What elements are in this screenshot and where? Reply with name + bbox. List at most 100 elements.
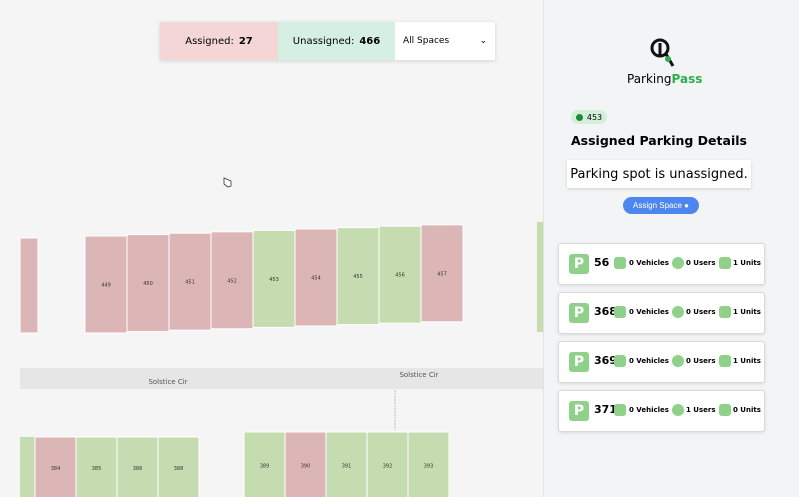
car-icon: [614, 257, 626, 269]
partial-spot: [20, 437, 35, 497]
assign-button[interactable]: Assign Space ●: [623, 197, 699, 214]
spot-label: 455: [353, 274, 363, 280]
parking-spot[interactable]: 384: [34, 436, 77, 497]
unassigned: Unassigned: 466: [278, 22, 395, 60]
building-icon: [719, 355, 731, 367]
spot-area: [116, 436, 159, 497]
street: [20, 368, 543, 389]
units: 0 Units: [733, 406, 761, 414]
user-icon: [672, 306, 684, 318]
spot-area: [243, 431, 286, 497]
spot-label: 393: [424, 464, 434, 470]
building-icon: [719, 306, 731, 318]
spot-area: [75, 436, 118, 497]
partial-spot: [19, 237, 39, 334]
logo-text: Parking: [627, 72, 672, 86]
spot-label: 390: [301, 464, 311, 470]
status-bar: Assigned: 27 Unassigned: 466 All Spaces ⌄: [160, 22, 495, 60]
spot-number: 368: [594, 305, 617, 318]
street-label: Solstice Cir: [148, 378, 187, 386]
spot-area: [284, 431, 327, 497]
units: 1 Units: [733, 308, 761, 316]
user-icon: [672, 355, 684, 367]
spot-area: [407, 431, 450, 497]
spot-area: [294, 228, 338, 327]
vehicles: 0 Vehicles: [629, 357, 669, 365]
parking-spot[interactable]: 457: [420, 224, 464, 323]
users: 0 Users: [686, 308, 716, 316]
button-text: Assign Space: [633, 201, 682, 210]
partial-spot: [537, 222, 543, 332]
badge-text: 453: [586, 112, 603, 122]
spot-label: 389: [260, 464, 270, 470]
users: 0 Users: [686, 357, 716, 365]
spot-area: [126, 234, 170, 333]
units: 1 Units: [733, 259, 761, 267]
parking-spot[interactable]: 454: [294, 228, 338, 327]
parking-spot[interactable]: 392: [366, 431, 409, 497]
parking-spot[interactable]: 455: [336, 227, 380, 326]
spot-number: 371: [594, 403, 617, 416]
building-icon: [719, 404, 731, 416]
parking-spot[interactable]: 453: [252, 229, 296, 328]
parking-spot[interactable]: 452: [210, 231, 254, 330]
spot-card[interactable]: P 368 0 Vehicles 0 Users 1 Units: [558, 292, 765, 334]
spot-label: 454: [311, 276, 321, 282]
spot-label: 388: [174, 466, 184, 472]
cursor: [223, 177, 232, 188]
parking-spot[interactable]: 449: [84, 235, 128, 334]
spot-label: 451: [185, 280, 195, 286]
label: Assigned:: [185, 35, 234, 47]
spot-area: [378, 225, 422, 324]
vehicles: 0 Vehicles: [629, 308, 669, 316]
spot-card[interactable]: P 369 0 Vehicles 0 Users 1 Units: [558, 341, 765, 383]
panel-title: Assigned Parking Details: [571, 133, 747, 148]
parking-spot[interactable]: 389: [243, 431, 286, 497]
spot-card[interactable]: P 371 0 Vehicles 1 Users 0 Units: [558, 390, 765, 432]
spot-number: 369: [594, 354, 617, 367]
spot-card[interactable]: P 56 0 Vehicles 0 Users 1 Units: [558, 243, 765, 285]
parking-spot[interactable]: 388: [157, 436, 200, 497]
p-icon: P: [569, 352, 589, 372]
side-panel: ParkingPass 453 Assigned Parking Details…: [543, 0, 799, 497]
units: 1 Units: [733, 357, 761, 365]
car-icon: [614, 404, 626, 416]
chevron: ⌄: [479, 36, 487, 46]
filter-dropdown[interactable]: All Spaces ⌄: [395, 22, 495, 60]
spot-label: 391: [342, 464, 352, 470]
spot-label: 453: [269, 277, 279, 283]
parking-spot[interactable]: 391: [325, 431, 368, 497]
parking-spot[interactable]: 456: [378, 225, 422, 324]
spot-number: 56: [594, 256, 610, 269]
users: 1 Users: [686, 406, 716, 414]
spot-label: 385: [92, 466, 102, 472]
map: Solstice Cir Solstice Cir 449 450 451 452 45…: [19, 177, 543, 497]
spot-label: 457: [437, 271, 447, 277]
parking-spot[interactable]: 393: [407, 431, 450, 497]
parking-spot[interactable]: 386: [116, 436, 159, 497]
spot-area: [84, 235, 128, 334]
spot-label: 452: [227, 278, 237, 284]
parking-spot[interactable]: 390: [284, 431, 327, 497]
logo: ParkingPass: [627, 72, 702, 86]
filter-value: All Spaces: [403, 36, 450, 46]
parking-spot[interactable]: 450: [126, 234, 170, 333]
building-icon: [719, 257, 731, 269]
user-icon: [672, 404, 684, 416]
count: 466: [359, 35, 381, 47]
spot-area: [325, 431, 368, 497]
users: 0 Users: [686, 259, 716, 267]
logo-text: Pass: [671, 72, 703, 86]
assigned: Assigned: 27: [160, 22, 278, 60]
car-icon: [614, 306, 626, 318]
spot-label: 456: [395, 273, 405, 279]
parking-spot[interactable]: 451: [168, 232, 212, 331]
parking-spot[interactable]: 385: [75, 436, 118, 497]
spot-area: [252, 229, 296, 328]
spot-area: [210, 231, 254, 330]
spot-label: 449: [101, 283, 111, 289]
p-icon: P: [569, 401, 589, 421]
p-icon: P: [569, 254, 589, 274]
